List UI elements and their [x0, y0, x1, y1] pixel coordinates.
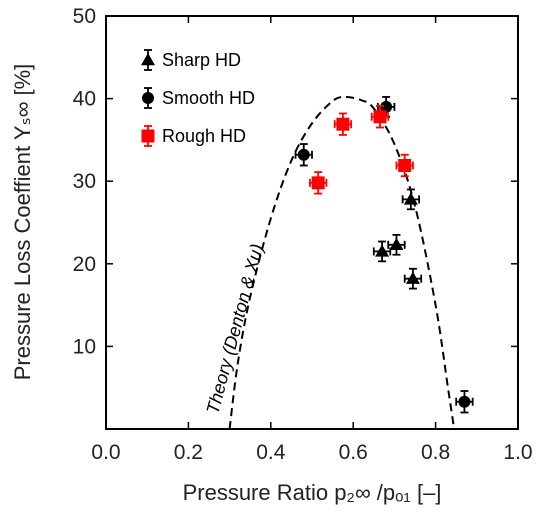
legend-triangle-marker: [141, 53, 155, 66]
sharp-hd-point: [372, 240, 392, 263]
rough-hd-point: [309, 171, 328, 195]
square-marker: [398, 159, 412, 173]
legend-item-sharp-hd: Sharp HD: [141, 49, 241, 71]
theory-curve: [228, 95, 456, 430]
x-tick-label: 0.6: [339, 441, 368, 464]
plot-frame: [105, 15, 519, 430]
y-tick-label: 20: [73, 253, 96, 276]
y-axis-label: Pressure Loss Coeffient Yₛ∞ [%]: [10, 64, 35, 381]
legend: Sharp HD Smooth HD Rough HD: [141, 49, 255, 147]
smooth-hd-point: [455, 390, 474, 414]
x-tick-label: 0.4: [256, 441, 286, 464]
x-tick-label: 0.8: [421, 441, 450, 464]
square-marker: [311, 176, 325, 190]
smooth-hd-point: [377, 96, 396, 118]
triangle-marker: [405, 271, 420, 284]
sharp-hd-point: [403, 267, 423, 290]
y-tick-label: 10: [73, 335, 96, 358]
legend-item-smooth-hd: Smooth HD: [142, 87, 255, 109]
circle-marker: [297, 148, 310, 161]
legend-square-marker: [141, 129, 155, 143]
triangle-marker: [375, 244, 390, 257]
sharp-hd-point: [387, 233, 406, 256]
legend-item-rough-hd: Rough HD: [141, 125, 246, 147]
ticks-layer: 0.0 0.2 0.4 0.6 0.8 1.0 10 20 30 40 50: [73, 5, 533, 464]
x-tick-label: 0.0: [91, 441, 120, 464]
points-layer: [294, 96, 474, 414]
legend-circle-marker: [142, 92, 154, 104]
legend-label: Smooth HD: [162, 88, 255, 108]
x-axis-label: Pressure Ratio p₂∞ /pₒ₁ [–]: [183, 480, 442, 505]
triangle-marker: [403, 192, 418, 205]
circle-marker: [458, 395, 471, 408]
circle-marker: [380, 100, 393, 113]
x-tick-label: 1.0: [503, 441, 532, 464]
theory-curve-layer: [228, 95, 456, 430]
rough-hd-point: [395, 153, 414, 178]
triangle-marker: [389, 237, 404, 251]
x-tick-label: 0.2: [174, 441, 203, 464]
y-tick-label: 50: [73, 5, 96, 28]
legend-label: Rough HD: [162, 126, 246, 146]
square-marker: [373, 110, 387, 124]
sharp-hd-point: [401, 188, 421, 211]
legend-label: Sharp HD: [162, 50, 241, 70]
rough-hd-point: [370, 105, 390, 129]
y-tick-label: 30: [73, 170, 96, 193]
square-marker: [336, 117, 350, 131]
smooth-hd-point: [294, 143, 313, 167]
rough-hd-point: [333, 112, 353, 136]
y-tick-label: 40: [73, 88, 96, 111]
